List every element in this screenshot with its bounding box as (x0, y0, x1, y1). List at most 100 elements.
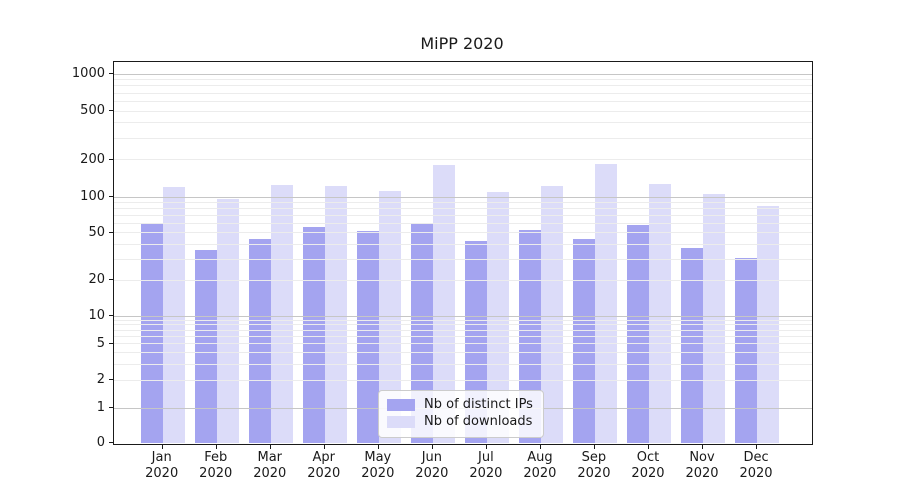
y-tick-label: 500 (80, 103, 105, 119)
x-tick-label-aug: Aug 2020 (512, 450, 568, 482)
x-tick-label-apr: Apr 2020 (296, 450, 352, 482)
y-tick-mark (109, 379, 113, 381)
y-tick-label: 200 (80, 151, 105, 167)
minor-gridline (114, 243, 812, 245)
minor-gridline (114, 100, 812, 102)
x-tick-mark (323, 445, 325, 449)
x-tick-month: Feb (204, 450, 228, 465)
major-gridline (114, 73, 812, 75)
minor-gridline (114, 335, 812, 337)
y-tick-label: 10 (88, 308, 105, 323)
x-tick-label-oct: Oct 2020 (620, 450, 676, 482)
x-tick-month: Jul (478, 450, 494, 465)
x-tick-month: Sep (581, 450, 607, 465)
plot-area (113, 61, 813, 445)
y-tick-label: 5 (96, 335, 105, 351)
legend: Nb of distinct IPs Nb of downloads (378, 390, 544, 438)
x-tick-month: May (364, 450, 392, 465)
x-tick-mark (431, 445, 433, 449)
bar-distinct-ips-jun (410, 223, 433, 443)
y-tick-label: 20 (88, 272, 105, 288)
x-tick-month: Jan (151, 450, 172, 465)
bar-downloads-jan (162, 187, 185, 443)
minor-gridline (114, 92, 812, 94)
y-tick-mark (109, 73, 113, 74)
major-gridline (114, 315, 812, 317)
minor-gridline (114, 110, 812, 112)
y-tick-mark (109, 279, 113, 281)
legend-label-downloads: Nb of downloads (424, 414, 533, 429)
x-tick-label-jun: Jun 2020 (404, 450, 460, 482)
x-tick-year: 2020 (577, 466, 611, 481)
bar-downloads-jun (432, 165, 455, 443)
minor-gridline (114, 137, 812, 139)
minor-gridline (114, 324, 812, 326)
x-tick-label-jan: Jan 2020 (134, 450, 190, 482)
y-tick-label: 0 (96, 434, 105, 450)
x-tick-mark (377, 445, 379, 449)
chart-title: MiPP 2020 (420, 34, 504, 53)
bar-downloads-apr (324, 186, 347, 443)
minor-gridline (114, 214, 812, 216)
x-tick-year: 2020 (685, 466, 719, 481)
x-tick-label-dec: Dec 2020 (728, 450, 784, 482)
y-tick-label: 1000 (71, 66, 105, 81)
x-tick-year: 2020 (631, 466, 665, 481)
x-tick-label-mar: Mar 2020 (242, 450, 298, 482)
minor-gridline (114, 279, 812, 281)
x-tick-mark (756, 445, 758, 449)
y-tick-label: 100 (80, 189, 105, 204)
x-tick-mark (593, 445, 595, 449)
x-tick-year: 2020 (253, 466, 287, 481)
x-tick-label-jul: Jul 2020 (458, 450, 514, 482)
bar-distinct-ips-oct (626, 225, 649, 443)
minor-gridline (114, 85, 812, 87)
bar-distinct-ips-feb (194, 249, 217, 443)
bar-distinct-ips-sep (572, 239, 595, 443)
minor-gridline (114, 159, 812, 161)
y-tick-mark (109, 342, 113, 344)
y-tick-mark (109, 441, 113, 443)
bar-downloads-aug (540, 185, 563, 443)
x-tick-year: 2020 (415, 466, 449, 481)
x-tick-year: 2020 (199, 466, 233, 481)
x-tick-mark (161, 445, 163, 449)
y-tick-mark (109, 231, 113, 233)
x-tick-month: Aug (527, 450, 553, 465)
x-tick-label-sep: Sep 2020 (566, 450, 622, 482)
x-tick-mark (269, 445, 271, 449)
x-tick-month: Oct (636, 450, 660, 465)
x-tick-mark (702, 445, 703, 449)
bar-distinct-ips-apr (302, 226, 325, 443)
legend-swatch-distinct-ips (387, 399, 415, 411)
x-tick-mark (539, 445, 541, 449)
minor-gridline (114, 319, 812, 321)
y-tick-mark (109, 196, 113, 197)
x-tick-year: 2020 (145, 466, 179, 481)
minor-gridline (114, 343, 812, 345)
x-tick-year: 2020 (361, 466, 395, 481)
x-tick-month: Jun (421, 450, 442, 465)
y-tick-label: 50 (88, 224, 105, 240)
bar-distinct-ips-nov (681, 248, 703, 443)
minor-gridline (114, 329, 812, 331)
x-tick-month: Nov (689, 450, 715, 465)
x-tick-mark (215, 445, 217, 449)
y-tick-mark (109, 110, 113, 112)
y-tick-mark (109, 315, 113, 316)
bar-distinct-ips-jan (140, 223, 163, 443)
minor-gridline (114, 258, 812, 260)
bar-downloads-feb (216, 199, 239, 443)
x-tick-year: 2020 (469, 466, 503, 481)
x-tick-label-feb: Feb 2020 (188, 450, 244, 482)
legend-item-distinct-ips: Nb of distinct IPs (387, 397, 533, 413)
bar-downloads-oct (648, 184, 671, 443)
x-tick-label-may: May 2020 (350, 450, 406, 482)
x-tick-label-nov: Nov 2020 (674, 450, 730, 482)
y-tick-mark (109, 158, 113, 160)
x-tick-month: Apr (312, 450, 336, 465)
legend-swatch-downloads (387, 416, 415, 428)
y-tick-label: 2 (96, 372, 105, 388)
minor-gridline (114, 79, 812, 81)
